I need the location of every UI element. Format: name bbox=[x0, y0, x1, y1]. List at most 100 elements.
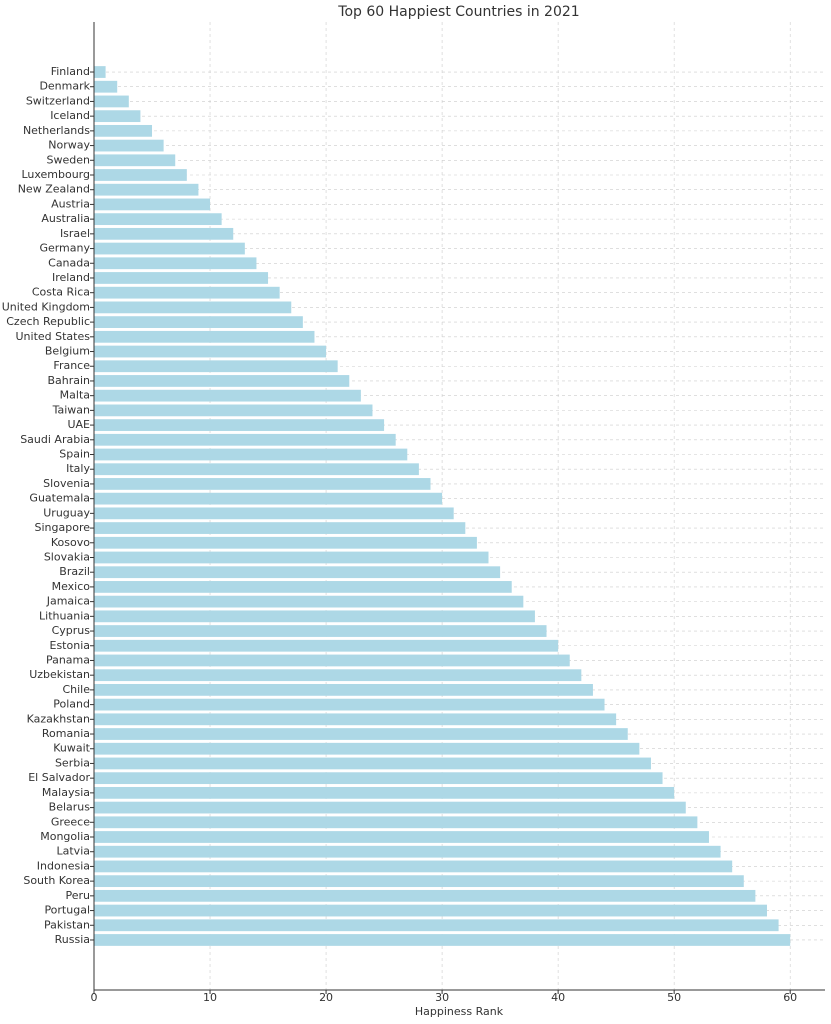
y-tick-label: Panama bbox=[46, 653, 90, 666]
y-tick-label: Taiwan bbox=[52, 403, 90, 416]
bar bbox=[94, 713, 617, 726]
bar bbox=[94, 816, 698, 829]
bar bbox=[94, 889, 756, 902]
x-tick-label: 10 bbox=[203, 991, 217, 1004]
y-tick-label: France bbox=[53, 359, 90, 372]
y-tick-label: Costa Rica bbox=[32, 286, 90, 299]
y-tick-label: Switzerland bbox=[26, 94, 90, 107]
y-tick-label: Austria bbox=[51, 197, 90, 210]
y-tick-label: Sweden bbox=[47, 153, 90, 166]
x-tick-label: 0 bbox=[91, 991, 98, 1004]
y-tick-label: Iceland bbox=[50, 109, 90, 122]
y-tick-label: Lithuania bbox=[39, 609, 90, 622]
y-tick-label: Chile bbox=[62, 683, 90, 696]
bar bbox=[94, 330, 315, 343]
bar bbox=[94, 183, 199, 196]
x-axis-label: Happiness Rank bbox=[415, 1005, 504, 1018]
bar bbox=[94, 860, 733, 873]
y-tick-label: Romania bbox=[42, 727, 90, 740]
bar bbox=[94, 463, 419, 476]
bar bbox=[94, 845, 721, 858]
bar bbox=[94, 345, 327, 358]
bar bbox=[94, 934, 791, 946]
bar bbox=[94, 316, 303, 328]
bar bbox=[94, 654, 570, 667]
bar bbox=[94, 639, 559, 652]
y-tick-label: Estonia bbox=[50, 639, 91, 652]
bar bbox=[94, 227, 234, 240]
bar bbox=[94, 698, 605, 711]
y-tick-label: Malta bbox=[60, 389, 90, 402]
y-tick-label: Mexico bbox=[52, 580, 91, 593]
x-tick-label: 30 bbox=[435, 991, 449, 1004]
bar bbox=[94, 625, 547, 637]
y-tick-label: Serbia bbox=[55, 756, 90, 769]
bar bbox=[94, 95, 129, 108]
y-tick-label: Slovakia bbox=[44, 550, 90, 563]
y-tick-label: Czech Republic bbox=[6, 315, 90, 328]
bar bbox=[94, 801, 686, 814]
bar bbox=[94, 301, 292, 314]
bar bbox=[94, 551, 489, 564]
y-tick-label: Peru bbox=[65, 889, 90, 902]
y-tick-label: Russia bbox=[55, 933, 90, 946]
bar bbox=[94, 272, 269, 284]
y-tick-label: Luxembourg bbox=[21, 168, 90, 181]
bar bbox=[94, 257, 257, 270]
bar bbox=[94, 286, 280, 299]
y-tick-label: Kosovo bbox=[51, 536, 90, 549]
y-tick-label: Singapore bbox=[35, 521, 91, 534]
bar bbox=[94, 772, 663, 785]
bar bbox=[94, 831, 709, 843]
y-tick-label: Jamaica bbox=[46, 595, 90, 608]
y-tick-label: United Kingdom bbox=[2, 300, 90, 313]
y-tick-label: Slovenia bbox=[43, 477, 90, 490]
y-tick-label: Finland bbox=[51, 65, 90, 78]
y-tick-label: Spain bbox=[59, 448, 90, 461]
y-tick-label: Latvia bbox=[57, 845, 91, 858]
bar bbox=[94, 375, 350, 387]
y-tick-label: Poland bbox=[53, 698, 90, 711]
y-tick-label: Greece bbox=[51, 815, 90, 828]
x-tick-label: 20 bbox=[319, 991, 333, 1004]
bar bbox=[94, 478, 431, 490]
y-tick-label: Malaysia bbox=[42, 786, 90, 799]
y-tick-label: Indonesia bbox=[37, 859, 90, 872]
y-tick-label: Norway bbox=[48, 139, 90, 152]
y-tick-label: Brazil bbox=[59, 565, 90, 578]
x-tick-label: 40 bbox=[551, 991, 565, 1004]
bar bbox=[94, 610, 535, 623]
y-tick-label: Denmark bbox=[39, 80, 90, 93]
bar bbox=[94, 728, 628, 740]
bar bbox=[94, 742, 640, 755]
bar bbox=[94, 581, 512, 593]
y-tick-label: Germany bbox=[39, 242, 90, 255]
bar bbox=[94, 110, 141, 123]
y-tick-label: Guatemala bbox=[29, 492, 90, 505]
y-tick-label: Ireland bbox=[52, 271, 90, 284]
y-tick-label: Canada bbox=[48, 256, 90, 269]
y-tick-label: Cyprus bbox=[52, 624, 91, 637]
y-tick-label: Netherlands bbox=[23, 124, 90, 137]
y-tick-label: Belarus bbox=[49, 801, 91, 814]
bar bbox=[94, 154, 176, 167]
bar bbox=[94, 684, 593, 696]
chart-title: Top 60 Happiest Countries in 2021 bbox=[337, 4, 579, 20]
bar bbox=[94, 536, 477, 549]
bar bbox=[94, 757, 651, 770]
bar bbox=[94, 433, 396, 446]
y-tick-label: Israel bbox=[60, 227, 90, 240]
bar bbox=[94, 389, 361, 402]
x-tick-label: 60 bbox=[783, 991, 797, 1004]
y-tick-label: United States bbox=[16, 330, 91, 343]
y-tick-label: Uzbekistan bbox=[29, 668, 90, 681]
bar bbox=[94, 360, 338, 373]
bar bbox=[94, 448, 408, 461]
bar bbox=[94, 66, 106, 78]
y-tick-label: Australia bbox=[41, 212, 90, 225]
y-tick-label: New Zealand bbox=[18, 183, 90, 196]
bar bbox=[94, 198, 211, 211]
bar bbox=[94, 919, 779, 932]
bar bbox=[94, 139, 164, 152]
